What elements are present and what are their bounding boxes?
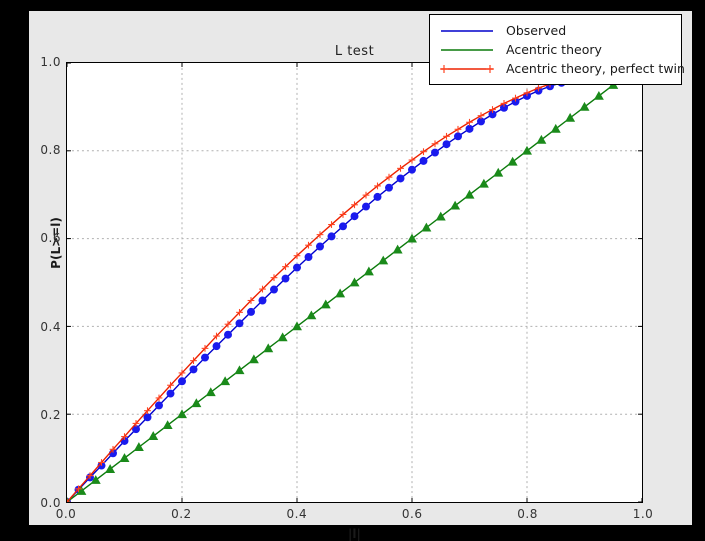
matplotlib-figure: L test P(L>=l) |l| 0.0 0.2 0.4 0.6 0.8 1.0 0.… [29,11,692,541]
data-series-layer [67,71,630,502]
plot-area [66,62,643,503]
x-tick-label: 0.6 [401,507,423,521]
series-1 [67,78,566,502]
chart-legend[interactable]: Observed Acentric theory Acentric theory… [429,14,685,85]
x-axis-tick-labels: 0.0 0.2 0.4 0.6 0.8 1.0 [56,507,653,527]
y-axis-tick-labels: 0.0 0.2 0.4 0.6 0.8 1.0 [29,55,61,510]
legend-item[interactable]: Acentric theory, perfect twin [438,59,685,78]
x-tick-label: 0.8 [517,507,538,521]
legend-swatch-acentric-theory [441,48,493,51]
series-2 [67,71,630,502]
series-3 [67,80,554,502]
plot-canvas [67,63,642,502]
legend-label-acentric-theory: Acentric theory [506,42,602,57]
legend-item[interactable]: Acentric theory [438,40,673,59]
x-tick-label: 1.0 [632,507,654,521]
legend-swatch-observed [441,29,493,32]
x-axis-label: |l| [348,527,361,541]
gridlines [67,63,642,502]
x-tick-label: 0.4 [286,507,308,521]
y-tick-label: 1.0 [40,55,61,69]
y-tick-label: 0.2 [40,407,61,422]
x-tick-label: 0.0 [55,507,77,521]
y-tick-label: 0.0 [40,496,61,510]
y-tick-label: 0.4 [40,319,61,334]
x-tick-label: 0.2 [171,507,192,521]
tick-marks [67,63,642,502]
legend-label-observed: Observed [506,23,567,38]
legend-label-perfect-twin: Acentric theory, perfect twin [506,61,685,76]
legend-item[interactable]: Observed [438,21,673,40]
y-tick-label: 0.8 [40,143,61,158]
y-tick-label: 0.6 [40,231,61,246]
chart-title: L test [334,44,375,59]
legend-swatch-perfect-twin [440,64,494,73]
